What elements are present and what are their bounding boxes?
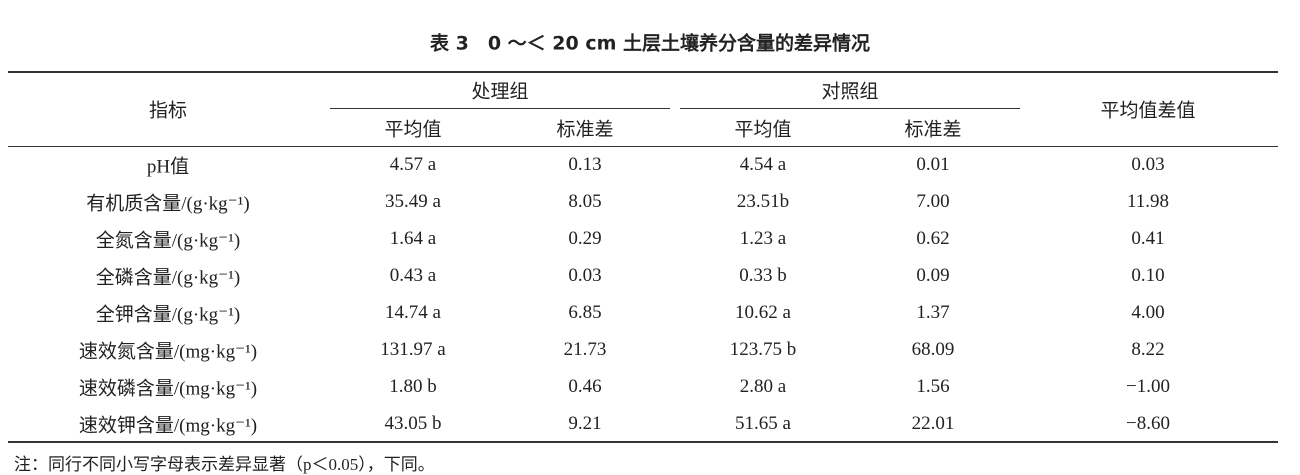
cell: 4.54 a: [739, 154, 787, 175]
cell: 68.09: [911, 339, 955, 360]
row-label: 全钾含量/(g·kg⁻¹): [95, 304, 241, 326]
cell: 0.33 b: [739, 265, 787, 286]
cell: 51.65 a: [735, 413, 791, 434]
bottom-rule: [8, 441, 1278, 443]
cell: 2.80 a: [739, 376, 787, 397]
cell: 0.09: [916, 265, 950, 286]
row-label: pH值: [146, 156, 190, 178]
cell: 35.49 a: [385, 191, 441, 212]
cell: 1.80 b: [389, 376, 437, 397]
header-cell: 平均值: [734, 119, 792, 141]
cell: 14.74 a: [385, 302, 441, 323]
cell: 0.13: [568, 154, 602, 175]
cell: 0.03: [1131, 154, 1165, 175]
cell: 123.75 b: [729, 339, 797, 360]
row-label: 全磷含量/(g·kg⁻¹): [95, 267, 241, 289]
row-label: 速效氮含量/(mg·kg⁻¹): [78, 341, 258, 363]
cell: 0.62: [916, 228, 950, 249]
header-cell: 标准差: [556, 119, 614, 141]
cell: 7.00: [916, 191, 950, 212]
cell: 1.37: [916, 302, 950, 323]
cell: 8.22: [1131, 339, 1165, 360]
header-cell: 标准差: [904, 119, 962, 141]
cell: 131.97 a: [380, 339, 446, 360]
group-rule: [680, 108, 1020, 109]
row-label: 速效钾含量/(mg·kg⁻¹): [78, 415, 258, 437]
row-label: 有机质含量/(g·kg⁻¹): [86, 193, 250, 215]
cell: 43.05 b: [384, 413, 442, 434]
group-rule: [330, 108, 670, 109]
header-cell: 处理组: [471, 81, 529, 103]
header-cell: 平均值: [384, 119, 442, 141]
cell: 0.01: [916, 154, 950, 175]
cell: 1.64 a: [389, 228, 437, 249]
cell: 0.41: [1131, 228, 1165, 249]
cell: 23.51b: [736, 191, 790, 212]
cell: 0.29: [568, 228, 602, 249]
cell: 21.73: [563, 339, 607, 360]
table-note: 注：同行不同小写字母表示差异显著（p＜0.05），下同。: [14, 455, 435, 474]
cell: 0.46: [568, 376, 602, 397]
cell: 1.56: [916, 376, 950, 397]
cell: 8.05: [568, 191, 602, 212]
cell: 0.03: [568, 265, 602, 286]
cell: 4.00: [1131, 302, 1165, 323]
cell: 1.23 a: [739, 228, 787, 249]
top-rule: [8, 71, 1278, 73]
cell: 0.10: [1131, 265, 1165, 286]
header-rule: [8, 146, 1278, 147]
cell: 0.43 a: [389, 265, 437, 286]
cell: 10.62 a: [735, 302, 791, 323]
row-label: 速效磷含量/(mg·kg⁻¹): [78, 378, 258, 400]
cell: 4.57 a: [389, 154, 437, 175]
cell: −8.60: [1126, 413, 1170, 434]
cell: 9.21: [568, 413, 602, 434]
table-title: 表 3 0 ～＜ 20 cm 土层土壤养分含量的差异情况: [429, 32, 871, 55]
header-cell: 对照组: [821, 81, 879, 103]
header-cell: 平均值差值: [1100, 100, 1196, 122]
header-cell: 指标: [148, 100, 188, 122]
cell: 6.85: [568, 302, 602, 323]
row-label: 全氮含量/(g·kg⁻¹): [95, 230, 241, 252]
cell: 22.01: [911, 413, 955, 434]
cell: 11.98: [1126, 191, 1170, 212]
cell: −1.00: [1126, 376, 1170, 397]
